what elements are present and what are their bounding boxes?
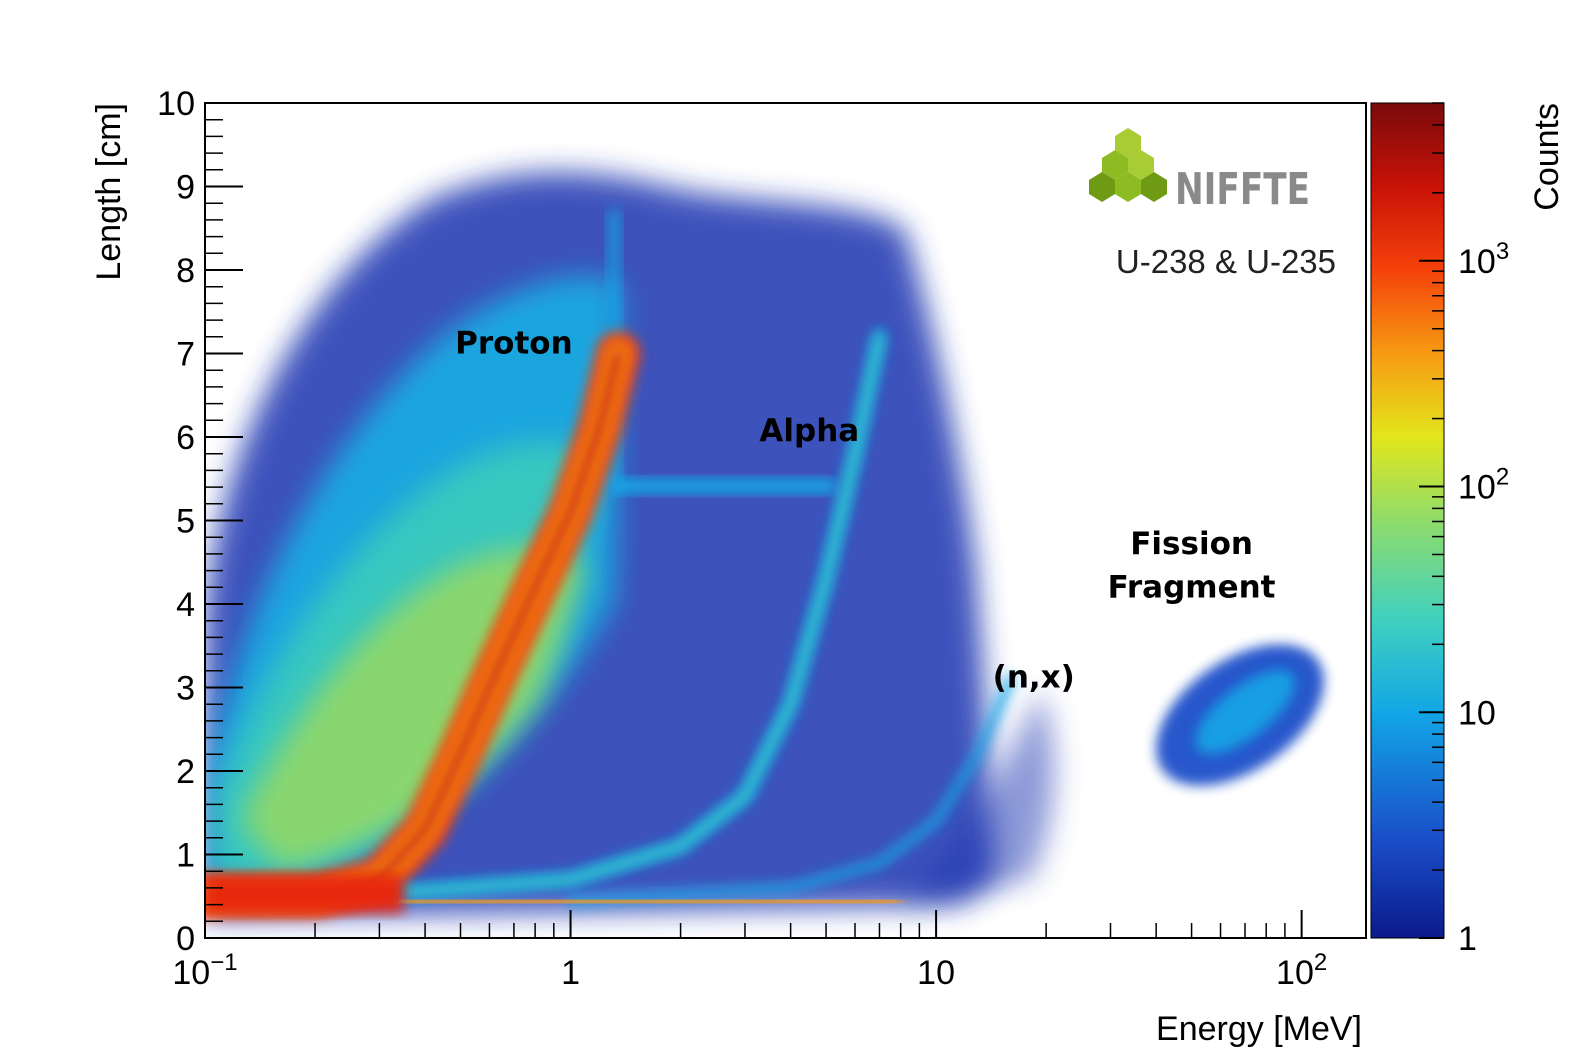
hexagon-cluster-icon <box>1089 128 1167 202</box>
y-tick-label: 3 <box>176 670 195 708</box>
annotation-alpha: Alpha <box>759 413 859 449</box>
x-axis-title: Energy [MeV] <box>1156 1010 1362 1048</box>
y-tick-label: 7 <box>176 336 195 374</box>
y-tick-label: 2 <box>176 753 195 791</box>
x-tick-label: 102 <box>1276 949 1327 992</box>
colorbar-axis: 1 10 102 103 <box>1419 102 1509 958</box>
annotation-nx: (n,x) <box>993 660 1075 696</box>
colorbar-title: Counts <box>1528 103 1566 211</box>
annotations: Proton Alpha (n,x) Fission Fragment <box>455 326 1276 696</box>
alpha-horizontal-line <box>610 478 835 494</box>
colorbar-tick-label: 102 <box>1458 464 1509 507</box>
sample-label: U-238 & U-235 <box>1116 243 1336 280</box>
fission-fragment-core <box>1195 670 1295 754</box>
y-axis: 0 1 2 3 4 5 6 7 8 9 10 <box>157 85 243 958</box>
y-axis-title: Length [cm] <box>90 103 128 281</box>
x-axis: 10−1 1 10 102 <box>172 910 1327 992</box>
colorbar-tick-label: 10 <box>1458 694 1496 732</box>
annotation-ff2: Fragment <box>1108 569 1276 605</box>
colorbar-tick-label: 1 <box>1458 920 1477 958</box>
annotation-ff1: Fission <box>1130 526 1253 562</box>
colorbar <box>1370 102 1445 939</box>
y-tick-label: 0 <box>176 920 195 958</box>
niffte-logo: NIFFTE <box>1089 128 1310 215</box>
y-tick-label: 6 <box>176 419 195 457</box>
colorbar-tick-label: 103 <box>1458 238 1509 281</box>
band-curve-alpha <box>400 333 883 896</box>
y-tick-label: 10 <box>157 85 195 123</box>
band-curve-nx <box>565 674 1016 906</box>
x-tick-label: 1 <box>561 954 580 992</box>
x-tick-label: 10 <box>917 954 955 992</box>
x-tick-label: 10−1 <box>172 949 237 992</box>
y-tick-label: 1 <box>176 837 195 875</box>
y-tick-label: 4 <box>176 586 195 624</box>
low-energy-base <box>205 875 404 913</box>
y-tick-label: 8 <box>176 252 195 290</box>
y-tick-label: 5 <box>176 503 195 541</box>
heatmap-area <box>205 172 1324 919</box>
nx-fringe <box>900 690 1054 900</box>
annotation-proton: Proton <box>455 326 573 362</box>
y-tick-label: 9 <box>176 169 195 207</box>
low-energy-tail <box>403 893 901 910</box>
bands <box>205 328 1016 919</box>
logo-text: NIFFTE <box>1175 164 1310 215</box>
